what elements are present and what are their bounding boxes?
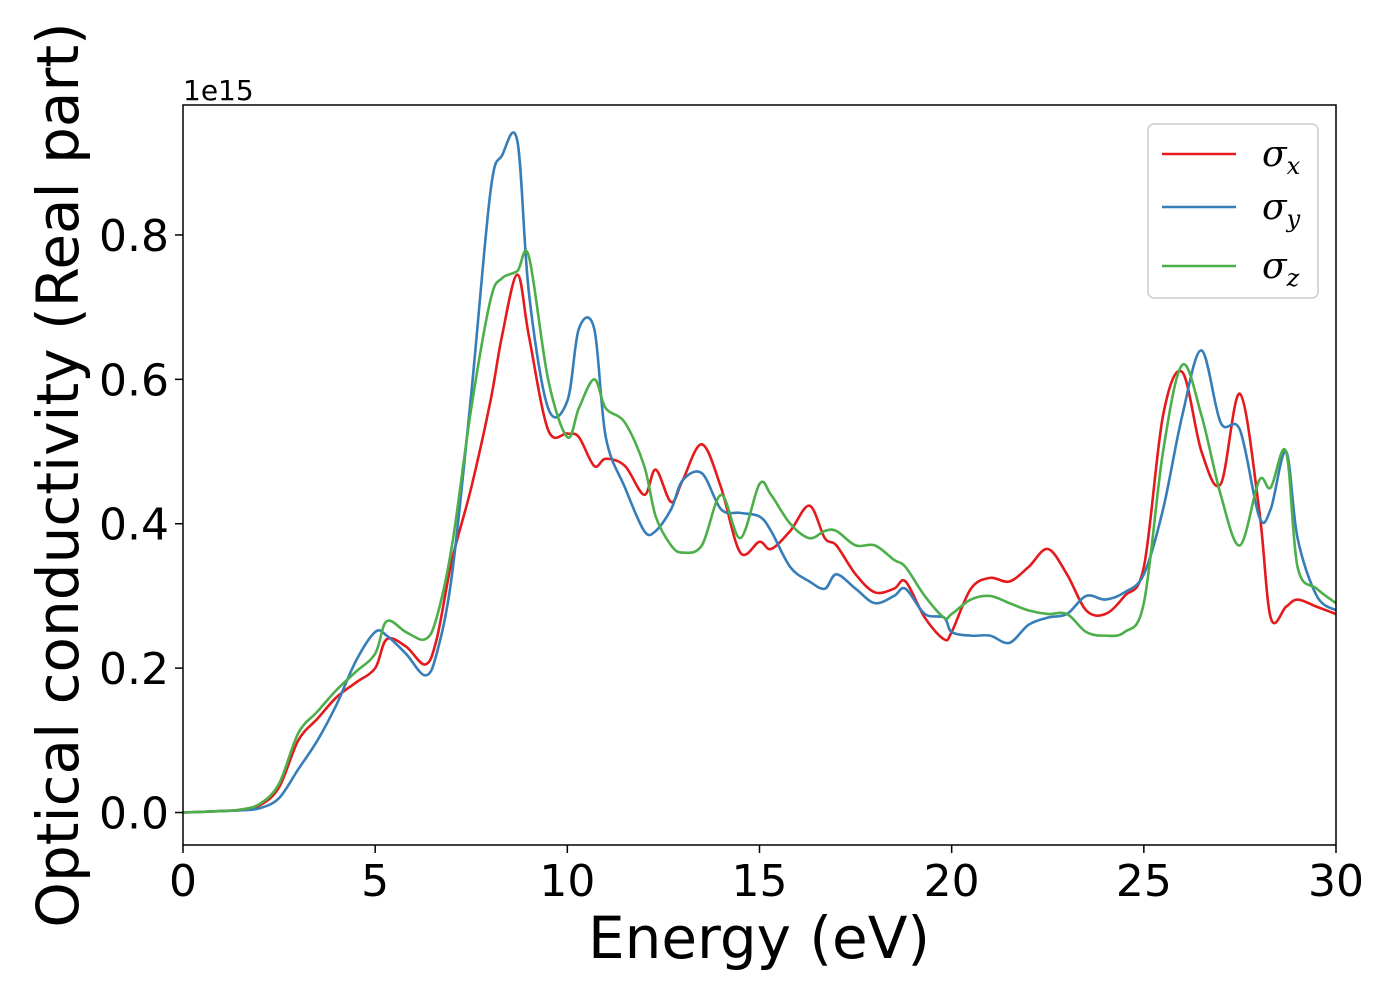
y-tick-label: 0.8 bbox=[99, 211, 169, 262]
y-axis-label: Optical conductivity (Real part) bbox=[24, 22, 92, 927]
y-axis-ticks: 0.0 0.2 0.4 0.6 0.8 bbox=[99, 211, 183, 840]
y-tick-label: 0.2 bbox=[99, 644, 169, 695]
legend-label-z: σz bbox=[1262, 246, 1300, 292]
legend-label-y: σy bbox=[1262, 187, 1301, 233]
y-tick-label: 0.0 bbox=[99, 789, 169, 840]
x-axis-label: Energy (eV) bbox=[588, 904, 930, 972]
y-tick-label: 0.4 bbox=[99, 500, 169, 551]
x-tick-label: 5 bbox=[361, 856, 389, 907]
series-line-z bbox=[183, 249, 1336, 814]
x-tick-label: 15 bbox=[732, 856, 788, 907]
legend-label-x: σx bbox=[1262, 134, 1301, 180]
legend-box bbox=[1147, 123, 1319, 299]
x-tick-label: 0 bbox=[169, 856, 197, 907]
y-tick-label: 0.6 bbox=[99, 355, 169, 406]
legend: σx σy σz bbox=[1147, 123, 1319, 299]
x-tick-label: 30 bbox=[1308, 856, 1364, 907]
x-tick-label: 10 bbox=[539, 856, 595, 907]
series-line-x bbox=[183, 273, 1336, 814]
x-tick-label: 25 bbox=[1116, 856, 1172, 907]
x-axis-ticks: 0 5 10 15 20 25 30 bbox=[169, 845, 1364, 907]
series-layer bbox=[183, 131, 1336, 814]
y-offset-label: 1e15 bbox=[183, 74, 254, 107]
x-tick-label: 20 bbox=[924, 856, 980, 907]
